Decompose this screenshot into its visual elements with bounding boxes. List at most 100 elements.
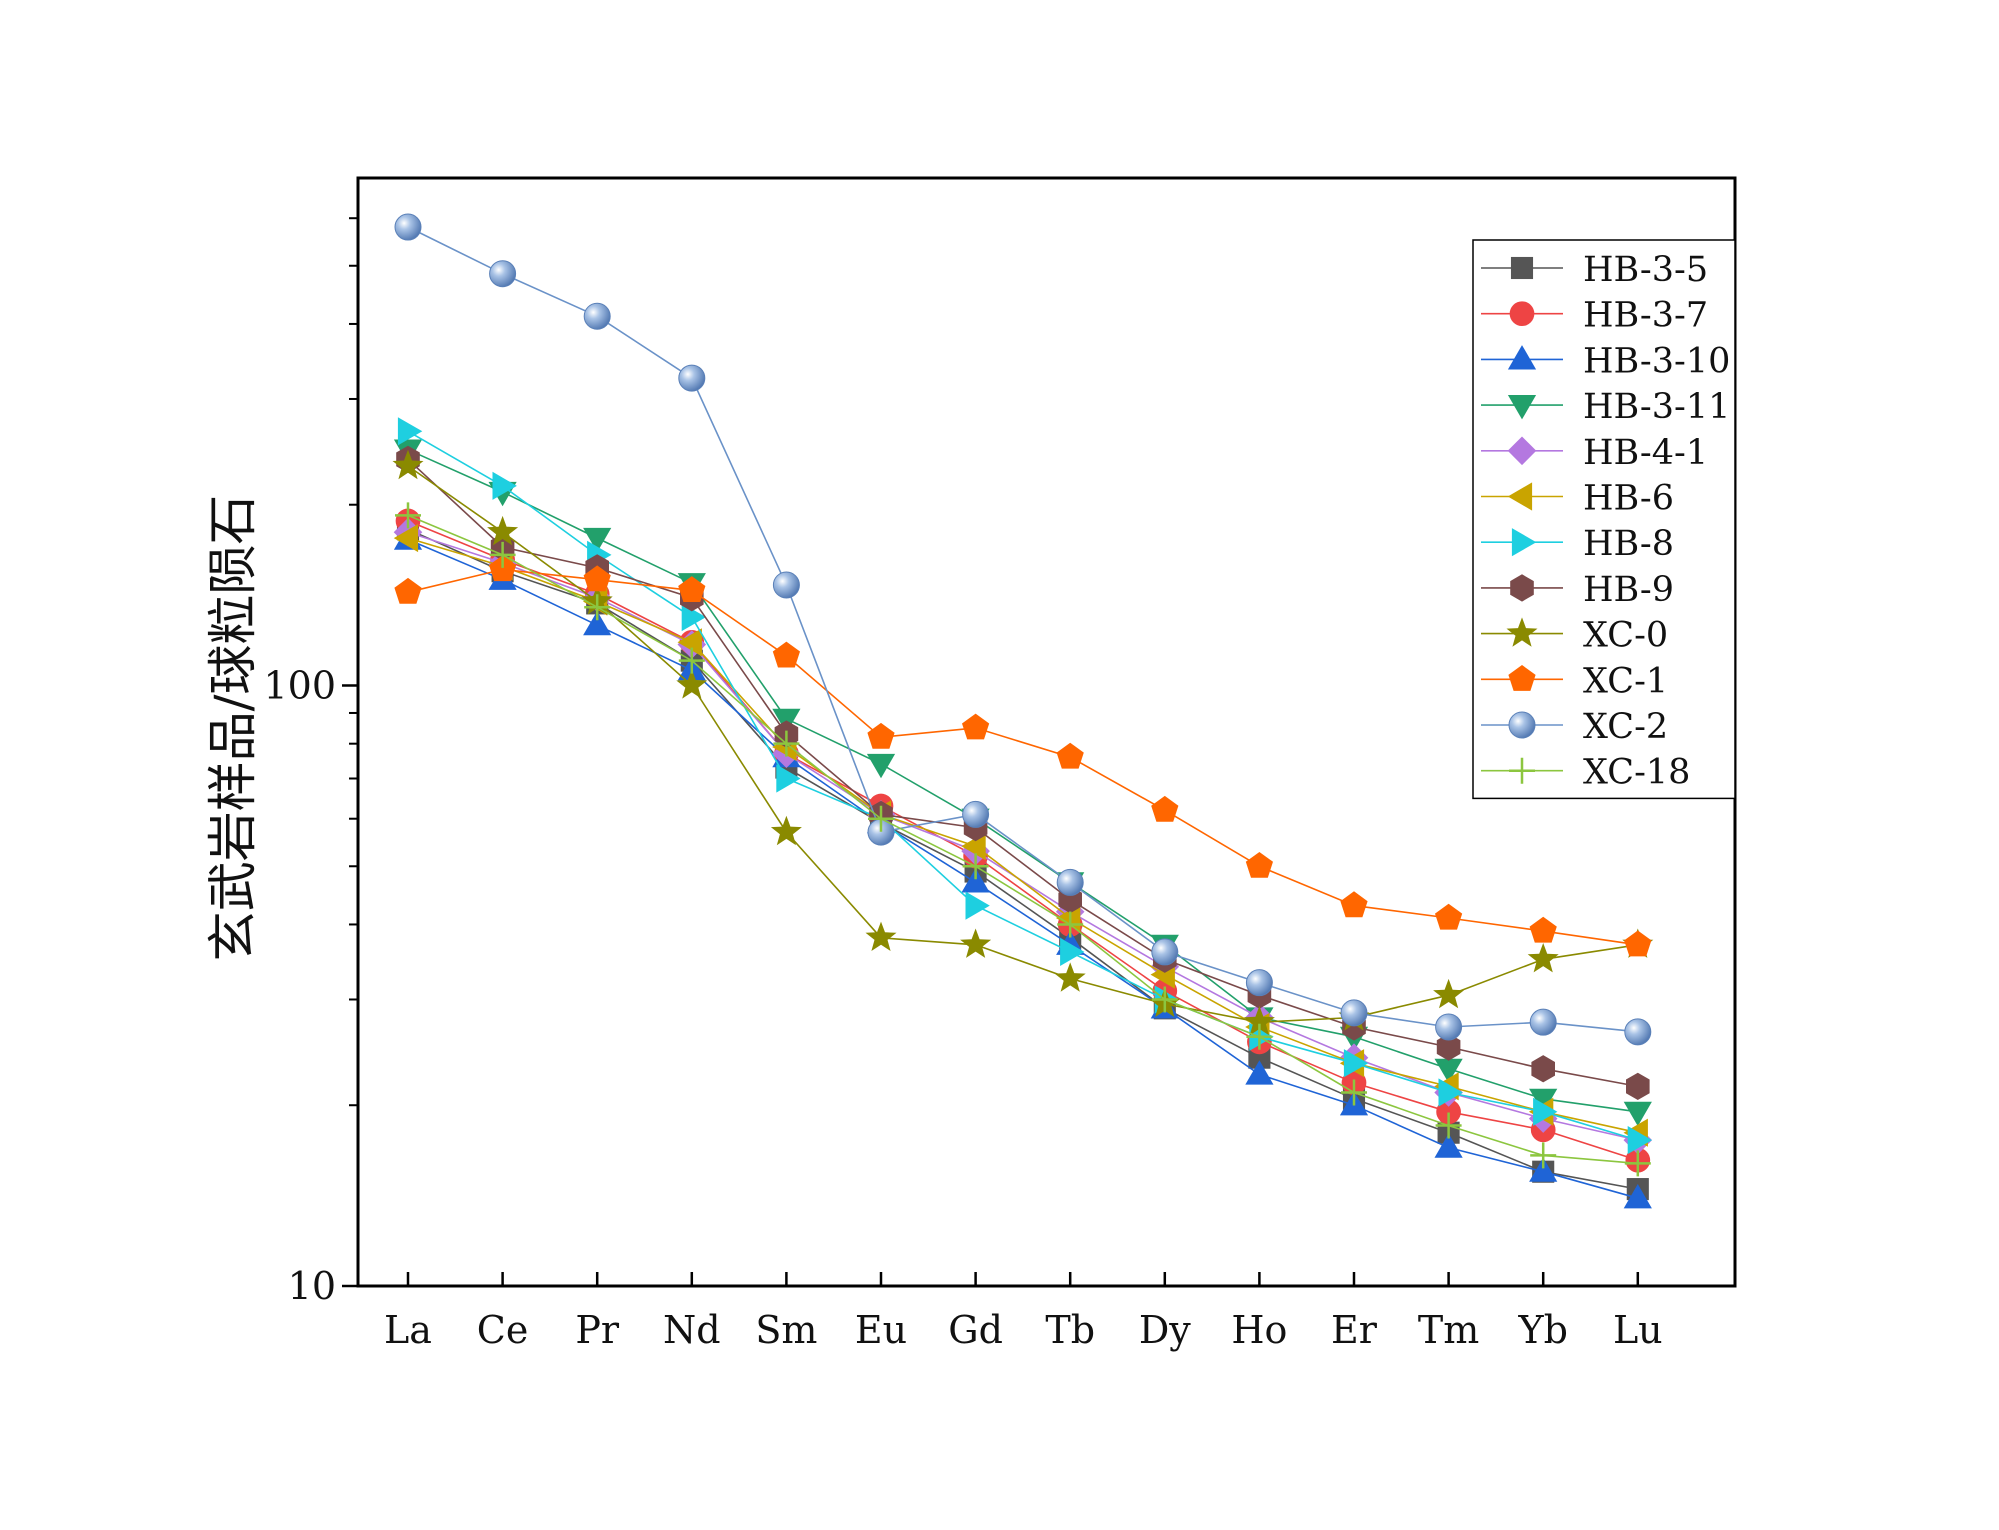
series-line-hb-8 [407,430,1639,1141]
point-xc-1-dy [1151,795,1179,822]
point-xc-0-ce [487,515,519,546]
series-xc-1 [394,555,1652,957]
x-tick-label-eu: Eu [855,1308,907,1352]
point-xc-18-yb [1530,1142,1557,1169]
point-hb-8-tb [1060,937,1085,966]
legend-label-hb-3-10: HB-3-10 [1583,341,1730,381]
point-hb-8-nd [681,603,706,632]
point-hb-8-er [1343,1049,1369,1078]
legend-item-hb-6: HB-6 [1481,479,1674,519]
point-hb-3-11-pr [583,527,612,553]
legend-marker-hb-9 [1510,574,1534,602]
legend-label-hb-3-11: HB-3-11 [1583,387,1730,427]
series-line-hb-9 [407,458,1638,1088]
x-tick-label-yb: Yb [1517,1308,1567,1352]
legend-marker-xc-2 [1508,711,1536,739]
point-hb-9-tm [1436,1033,1461,1061]
point-hb-3-10-pr [583,611,612,636]
legend-marker-xc-1 [1508,665,1536,691]
point-xc-1-lu [1624,930,1652,957]
point-hb-9-yb [1531,1055,1555,1083]
series-line-hb-3-10 [407,538,1639,1199]
point-xc-18-dy [1151,986,1178,1013]
point-hb-3-11-tm [1434,1058,1463,1083]
point-hb-3-10-gd [961,868,990,893]
point-xc-1-sm [772,641,800,668]
point-xc-18-gd [962,853,989,880]
x-tick-label-sm: Sm [755,1308,817,1352]
point-hb-6-gd [961,832,986,861]
point-hb-3-11-eu [866,753,896,779]
point-xc-2-yb [1529,1008,1557,1036]
point-xc-0-yb [1527,943,1559,973]
point-xc-1-la [394,577,422,604]
legend-label-xc-1: XC-1 [1583,661,1668,701]
point-hb-8-gd [965,891,990,920]
point-xc-18-tb [1057,911,1084,938]
series-xc-18 [395,502,1651,1177]
point-xc-2-gd [962,800,990,828]
series-hb-4-1 [393,517,1653,1155]
point-hb-3-11-lu [1623,1101,1652,1127]
legend-item-xc-1: XC-1 [1481,661,1668,701]
point-xc-18-ce [489,541,516,568]
legend-marker-hb-6 [1507,482,1533,511]
point-xc-18-ho [1246,1023,1273,1050]
point-hb-3-10-ho [1245,1060,1274,1085]
point-xc-1-tb [1056,742,1084,769]
series-line-xc-2 [407,226,1638,1033]
point-xc-18-lu [1624,1150,1651,1177]
x-tick-label-er: Er [1331,1308,1378,1352]
series-hb-3-11 [393,439,1652,1127]
legend-item-hb-3-5: HB-3-5 [1481,250,1708,290]
axes-layer: La Ce Pr Nd Sm Eu Gd Tb Dy Ho Er Tm Yb Lu 10 100 [263,217,1663,1352]
legend-marker-hb-3-10 [1507,345,1537,370]
point-hb-3-10-lu [1623,1184,1652,1209]
x-tick-label-gd: Gd [948,1308,1003,1352]
legend-item-xc-18: XC-18 [1481,753,1690,793]
legend-item-xc-0: XC-0 [1481,616,1668,656]
point-xc-0-ho [1243,1005,1275,1036]
point-xc-2-sm [772,571,800,599]
point-hb-3-10-yb [1529,1157,1558,1182]
legend-item-hb-3-11: HB-3-11 [1481,387,1730,427]
point-xc-1-gd [962,713,990,740]
series-line-xc-1 [407,568,1638,946]
point-hb-3-11-yb [1529,1088,1558,1113]
point-xc-2-lu [1624,1018,1652,1046]
legend: HB-3-5 HB-3-7 HB-3-10 HB-3-11 HB-4-1 HB-6 HB-8… [1472,239,1736,800]
series-hb-9 [396,445,1650,1100]
point-hb-8-yb [1533,1097,1558,1126]
point-xc-1-yb [1529,916,1557,943]
series-line-xc-18 [407,514,1638,1165]
point-xc-18-nd [678,647,705,674]
point-xc-2-tm [1435,1013,1463,1041]
point-xc-18-er [1341,1079,1367,1106]
legend-marker-xc-18 [1509,757,1535,784]
x-tick-label-tm: Tm [1418,1308,1479,1352]
point-xc-2-pr [583,302,611,330]
legend-box [1472,239,1736,800]
point-xc-1-nd [678,576,706,602]
legend-label-hb-4-1: HB-4-1 [1583,433,1708,473]
point-hb-8-sm [776,764,801,793]
point-xc-2-dy [1151,938,1179,966]
x-tick-label-dy: Dy [1139,1308,1191,1352]
series-xc-2 [394,213,1652,1046]
point-hb-8-la [397,417,423,446]
point-hb-6-la [393,524,419,553]
point-xc-2-nd [678,364,706,392]
point-xc-2-ho [1245,969,1273,997]
series-line-hb-6 [407,537,1638,1134]
point-xc-18-eu [868,805,894,832]
point-xc-1-er [1340,891,1368,918]
legend-item-xc-2: XC-2 [1481,707,1668,747]
point-xc-0-tm [1433,978,1465,1009]
point-xc-18-la [395,502,421,529]
point-hb-8-tm [1438,1078,1463,1107]
series-hb-8 [397,417,1652,1155]
series-line-hb-3-5 [407,528,1638,1190]
legend-label-hb-6: HB-6 [1583,479,1674,519]
legend-item-hb-3-10: HB-3-10 [1481,341,1730,381]
legend-marker-xc-0 [1506,617,1538,647]
